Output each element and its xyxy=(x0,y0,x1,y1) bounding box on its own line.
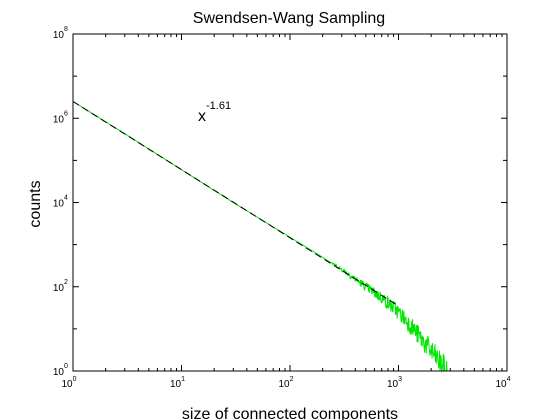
x-tick-label-exp: 0 xyxy=(73,376,77,383)
x-tick-label: 100 xyxy=(61,376,76,390)
annotation-base: x xyxy=(198,108,206,125)
x-tick-label-base: 10 xyxy=(387,379,399,390)
y-tick-label: 10 xyxy=(53,30,65,41)
x-tick-label-base: 10 xyxy=(495,379,507,390)
y-tick-label-exp: 2 xyxy=(64,279,68,286)
y-tick-label-exp: 0 xyxy=(64,363,68,370)
y-tick-label: 10 xyxy=(53,114,65,125)
x-tick-label-exp: 1 xyxy=(181,376,185,383)
annotation-exponent: -1.61 xyxy=(206,100,231,112)
y-axis-label: counts xyxy=(27,180,44,227)
x-tick-label-base: 10 xyxy=(170,379,182,390)
y-tick-label-exp: 6 xyxy=(64,110,68,117)
x-tick-label-base: 10 xyxy=(278,379,290,390)
y-tick-label-base: 10 xyxy=(53,283,65,294)
y-tick-label: 10 xyxy=(53,367,65,378)
y-tick-label-base: 10 xyxy=(53,199,65,210)
x-tick-label: 102 xyxy=(278,376,293,390)
annotation: x-1.61 xyxy=(198,100,231,125)
x-tick-label-exp: 2 xyxy=(290,376,294,383)
x-tick-label-base: 10 xyxy=(61,379,73,390)
y-tick-label: 10 xyxy=(53,283,65,294)
x-tick-label: 104 xyxy=(495,376,510,390)
y-tick-label-base: 10 xyxy=(53,30,65,41)
x-tick-label-exp: 4 xyxy=(507,376,511,383)
y-tick-label-exp: 8 xyxy=(64,26,68,33)
y-tick-label-base: 10 xyxy=(53,114,65,125)
x-tick-label: 101 xyxy=(170,376,185,390)
y-tick-label: 10 xyxy=(53,199,65,210)
x-tick-label-exp: 3 xyxy=(398,376,402,383)
plot-area xyxy=(72,101,448,373)
y-tick-label-base: 10 xyxy=(53,367,65,378)
x-tick-label: 103 xyxy=(387,376,402,390)
series-line-fit xyxy=(72,101,399,307)
x-axis-label: size of connected components xyxy=(182,406,398,420)
y-tick-label-exp: 4 xyxy=(64,195,68,202)
chart-title: Swendsen-Wang Sampling xyxy=(193,10,385,27)
